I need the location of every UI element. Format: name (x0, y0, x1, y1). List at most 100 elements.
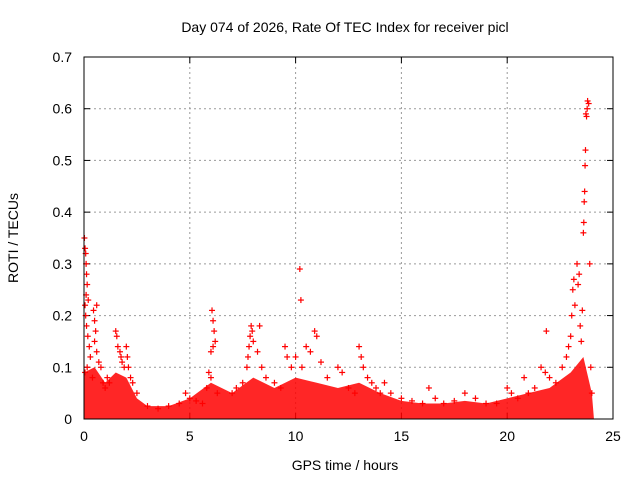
data-point (587, 364, 594, 371)
data-point (244, 353, 251, 360)
data-point (84, 333, 91, 340)
scatter-series (81, 97, 595, 419)
data-point (90, 307, 97, 314)
data-point (334, 364, 341, 371)
data-point (303, 343, 310, 350)
data-point (207, 348, 214, 355)
x-tick-label: 10 (288, 428, 304, 444)
dense-roti-band (84, 356, 594, 419)
data-point (282, 343, 289, 350)
data-point (92, 328, 99, 335)
data-point (364, 374, 371, 381)
data-point (317, 359, 324, 366)
data-point (307, 348, 314, 355)
x-tick-label: 15 (394, 428, 410, 444)
data-point (398, 395, 405, 402)
data-point (91, 338, 98, 345)
y-tick-label: 0.4 (53, 204, 73, 220)
x-tick-label: 5 (186, 428, 194, 444)
chart-title: Day 074 of 2026, Rate Of TEC Index for r… (181, 19, 508, 35)
y-tick-label: 0.7 (53, 49, 73, 65)
data-point (324, 374, 331, 381)
data-point (254, 348, 261, 355)
data-point (207, 374, 214, 381)
data-point (284, 353, 291, 360)
data-point (585, 100, 592, 107)
data-point (575, 281, 582, 288)
data-point (373, 384, 380, 391)
data-point (210, 317, 217, 324)
data-point (582, 147, 589, 154)
data-point (387, 390, 394, 397)
x-axis-label: GPS time / hours (292, 457, 399, 473)
data-point (211, 328, 218, 335)
data-point (581, 188, 588, 195)
data-point (104, 374, 111, 381)
data-point (432, 395, 439, 402)
x-tick-label: 25 (605, 428, 621, 444)
data-point (85, 297, 92, 304)
data-point (569, 286, 576, 293)
data-point (508, 390, 515, 397)
data-point (82, 245, 89, 252)
data-point (580, 219, 587, 226)
y-tick-label: 0.5 (53, 152, 73, 168)
data-point (123, 343, 130, 350)
data-point (576, 271, 583, 278)
data-point (112, 328, 119, 335)
data-point (565, 343, 572, 350)
data-point (93, 302, 100, 309)
data-point (570, 276, 577, 283)
data-point (113, 333, 120, 340)
data-point (571, 302, 578, 309)
data-point (297, 297, 304, 304)
data-point (542, 369, 549, 376)
y-axis-label: ROTI / TECUs (5, 193, 21, 283)
data-point (360, 364, 367, 371)
y-tick-label: 0.3 (53, 256, 73, 272)
data-point (205, 369, 212, 376)
data-point (583, 113, 590, 120)
data-point (262, 374, 269, 381)
data-point (84, 281, 91, 288)
data-point (578, 338, 585, 345)
data-point (93, 348, 100, 355)
data-point (118, 353, 125, 360)
y-tick-label: 0.1 (53, 359, 73, 375)
data-point (313, 333, 320, 340)
y-tick-label: 0.2 (53, 308, 73, 324)
data-point (563, 353, 570, 360)
data-point (521, 374, 528, 381)
data-point (425, 384, 432, 391)
grid (84, 57, 613, 419)
plot-area (83, 56, 614, 420)
data-point (248, 322, 255, 329)
x-tick-label: 20 (499, 428, 515, 444)
data-point (256, 322, 263, 329)
data-point (84, 364, 91, 371)
data-point (574, 260, 581, 267)
data-point (567, 333, 574, 340)
data-point (288, 364, 295, 371)
data-point (582, 162, 589, 169)
data-point (579, 307, 586, 314)
data-point (531, 384, 538, 391)
data-point (124, 353, 131, 360)
data-point (249, 328, 256, 335)
data-point (381, 379, 388, 386)
data-point (212, 338, 219, 345)
data-point (95, 359, 102, 366)
data-point (246, 343, 253, 350)
data-point (577, 322, 584, 329)
data-point (339, 369, 346, 376)
data-point (584, 105, 591, 112)
data-point (298, 364, 305, 371)
data-point (83, 271, 90, 278)
data-point (116, 348, 123, 355)
data-point (210, 343, 217, 350)
data-point (82, 302, 89, 309)
data-point (472, 395, 479, 402)
data-point (356, 343, 363, 350)
data-point (83, 322, 90, 329)
